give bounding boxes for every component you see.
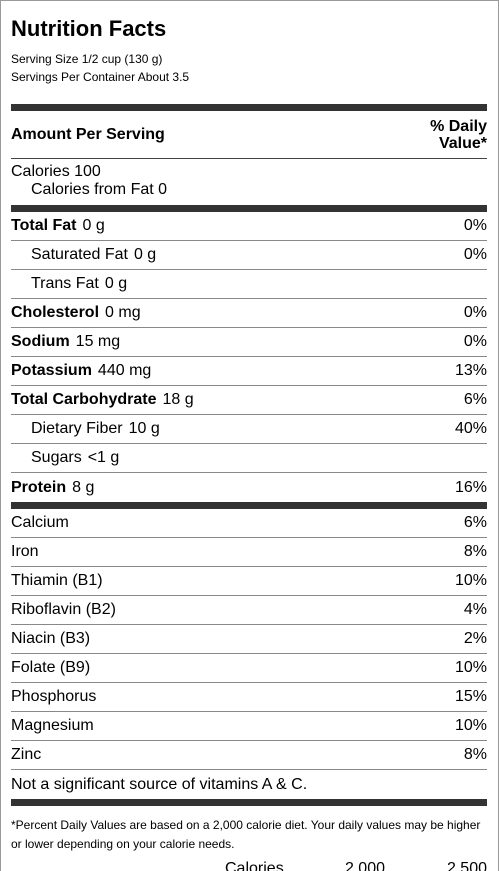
- nutrient-amount: 0 g: [133, 246, 157, 263]
- vitamin-dv: 2%: [463, 630, 487, 647]
- vitamin-row: Thiamin (B1) 10%: [11, 567, 487, 596]
- calories-from-fat: Calories from Fat 0: [31, 181, 168, 198]
- vitamin-row: Riboflavin (B2) 4%: [11, 596, 487, 625]
- vitamin-row: Folate (B9) 10%: [11, 654, 487, 683]
- nutrient-name: Dietary Fiber: [31, 420, 123, 437]
- note: Not a significant source of vitamins A &…: [11, 775, 308, 793]
- nutrient-dv: 0%: [463, 333, 487, 350]
- dv-header: % Daily Value*: [430, 117, 487, 152]
- vitamin-dv: 8%: [463, 543, 487, 560]
- vitamin-dv: 8%: [463, 746, 487, 763]
- vitamin-row: Zinc 8%: [11, 741, 487, 770]
- vitamin-row: Calcium 6%: [11, 509, 487, 538]
- nutrient-amount: 0 g: [104, 275, 128, 292]
- footer-col: 2,000: [344, 860, 385, 871]
- divider: [11, 104, 487, 111]
- nutrient-amount: 18 g: [162, 391, 194, 408]
- vitamin-dv: 15%: [454, 688, 487, 705]
- nutrient-row: Trans Fat 0 g: [11, 270, 487, 299]
- nutrient-row: Sugars <1 g: [11, 444, 487, 473]
- servings-per-container: Servings Per Container About 3.5: [11, 70, 190, 84]
- calories: Calories 100: [11, 163, 101, 180]
- vitamin-name: Riboflavin (B2): [11, 601, 116, 618]
- nutrient-name: Protein: [11, 478, 67, 496]
- vitamin-name: Niacin (B3): [11, 630, 91, 647]
- nutrient-row: Potassium 440 mg 13%: [11, 357, 487, 386]
- nutrient-row: Total Carbohydrate 18 g 6%: [11, 386, 487, 415]
- nutrient-name: Total Carbohydrate: [11, 391, 157, 408]
- nutrient-name: Trans Fat: [31, 275, 99, 292]
- nutrient-dv: 40%: [454, 420, 487, 437]
- nutrient-dv: 13%: [454, 362, 487, 379]
- vitamin-name: Zinc: [11, 746, 42, 763]
- nutrient-name: Sodium: [11, 333, 70, 350]
- vitamin-dv: 4%: [463, 601, 487, 618]
- title: Nutrition Facts: [11, 16, 167, 41]
- nutrient-row: Sodium 15 mg 0%: [11, 328, 487, 357]
- vitamin-row: Magnesium 10%: [11, 712, 487, 741]
- nutrient-row: Dietary Fiber 10 g 40%: [11, 415, 487, 444]
- vitamin-row: Niacin (B3) 2%: [11, 625, 487, 654]
- vitamin-name: Iron: [11, 543, 39, 560]
- nutrient-amount: 440 mg: [97, 362, 152, 379]
- nutrient-amount: <1 g: [87, 449, 120, 466]
- nutrient-amount: 15 mg: [75, 333, 121, 350]
- calories-block: Calories 100 Calories from Fat 0: [11, 159, 487, 205]
- nutrient-name: Total Fat: [11, 217, 77, 234]
- vitamin-dv: 10%: [454, 659, 487, 676]
- nutrient-name: Sugars: [31, 449, 82, 466]
- vitamin-dv: 10%: [454, 717, 487, 734]
- footnote: *Percent Daily Values are based on a 2,0…: [11, 818, 481, 851]
- nutrient-amount: 0 g: [82, 217, 105, 234]
- vitamin-name: Magnesium: [11, 717, 94, 734]
- vitamin-name: Calcium: [11, 514, 69, 531]
- nutrient-dv: 0%: [463, 304, 487, 321]
- vitamin-name: Phosphorus: [11, 688, 97, 705]
- divider: [11, 799, 487, 806]
- nutrient-amount: 0 mg: [105, 304, 141, 321]
- divider: [11, 205, 487, 212]
- nutrient-amount: 8 g: [72, 478, 95, 496]
- nutrient-name: Cholesterol: [11, 304, 100, 321]
- divider: [11, 502, 487, 509]
- nutrient-dv: 0%: [463, 246, 487, 263]
- nutrient-dv: 16%: [454, 478, 487, 496]
- nutrient-row: Total Fat 0 g 0%: [11, 212, 487, 241]
- vitamin-name: Thiamin (B1): [11, 572, 103, 589]
- nutrient-row: Protein 8 g 16%: [11, 473, 487, 502]
- vitamin-dv: 6%: [463, 514, 487, 531]
- note-row: Not a significant source of vitamins A &…: [11, 770, 487, 799]
- vitamin-name: Folate (B9): [11, 659, 91, 676]
- nutrient-amount: 10 g: [128, 420, 160, 437]
- serving-size: Serving Size 1/2 cup (130 g): [11, 52, 163, 66]
- footer-table: Calories 2,000 2,500: [11, 854, 487, 871]
- nutrient-row: Cholesterol 0 mg 0%: [11, 299, 487, 328]
- amount-header: Amount Per Serving: [11, 125, 165, 143]
- nutrient-dv: 6%: [463, 391, 487, 408]
- footer-label: Calories: [225, 860, 284, 871]
- footer-col: 2,500: [446, 860, 487, 871]
- nutrient-dv: 0%: [463, 217, 487, 234]
- nutrient-name: Potassium: [11, 362, 92, 379]
- vitamins: Calcium 6% Iron 8% Thiamin (B1) 10% Riboflavin…: [11, 509, 487, 770]
- vitamin-row: Iron 8%: [11, 538, 487, 567]
- nutrient-row: Saturated Fat 0 g 0%: [11, 241, 487, 270]
- amount-header-row: Amount Per Serving % Daily Value*: [11, 111, 487, 159]
- vitamin-row: Phosphorus 15%: [11, 683, 487, 712]
- nutrient-name: Saturated Fat: [31, 246, 128, 263]
- vitamin-dv: 10%: [454, 572, 487, 589]
